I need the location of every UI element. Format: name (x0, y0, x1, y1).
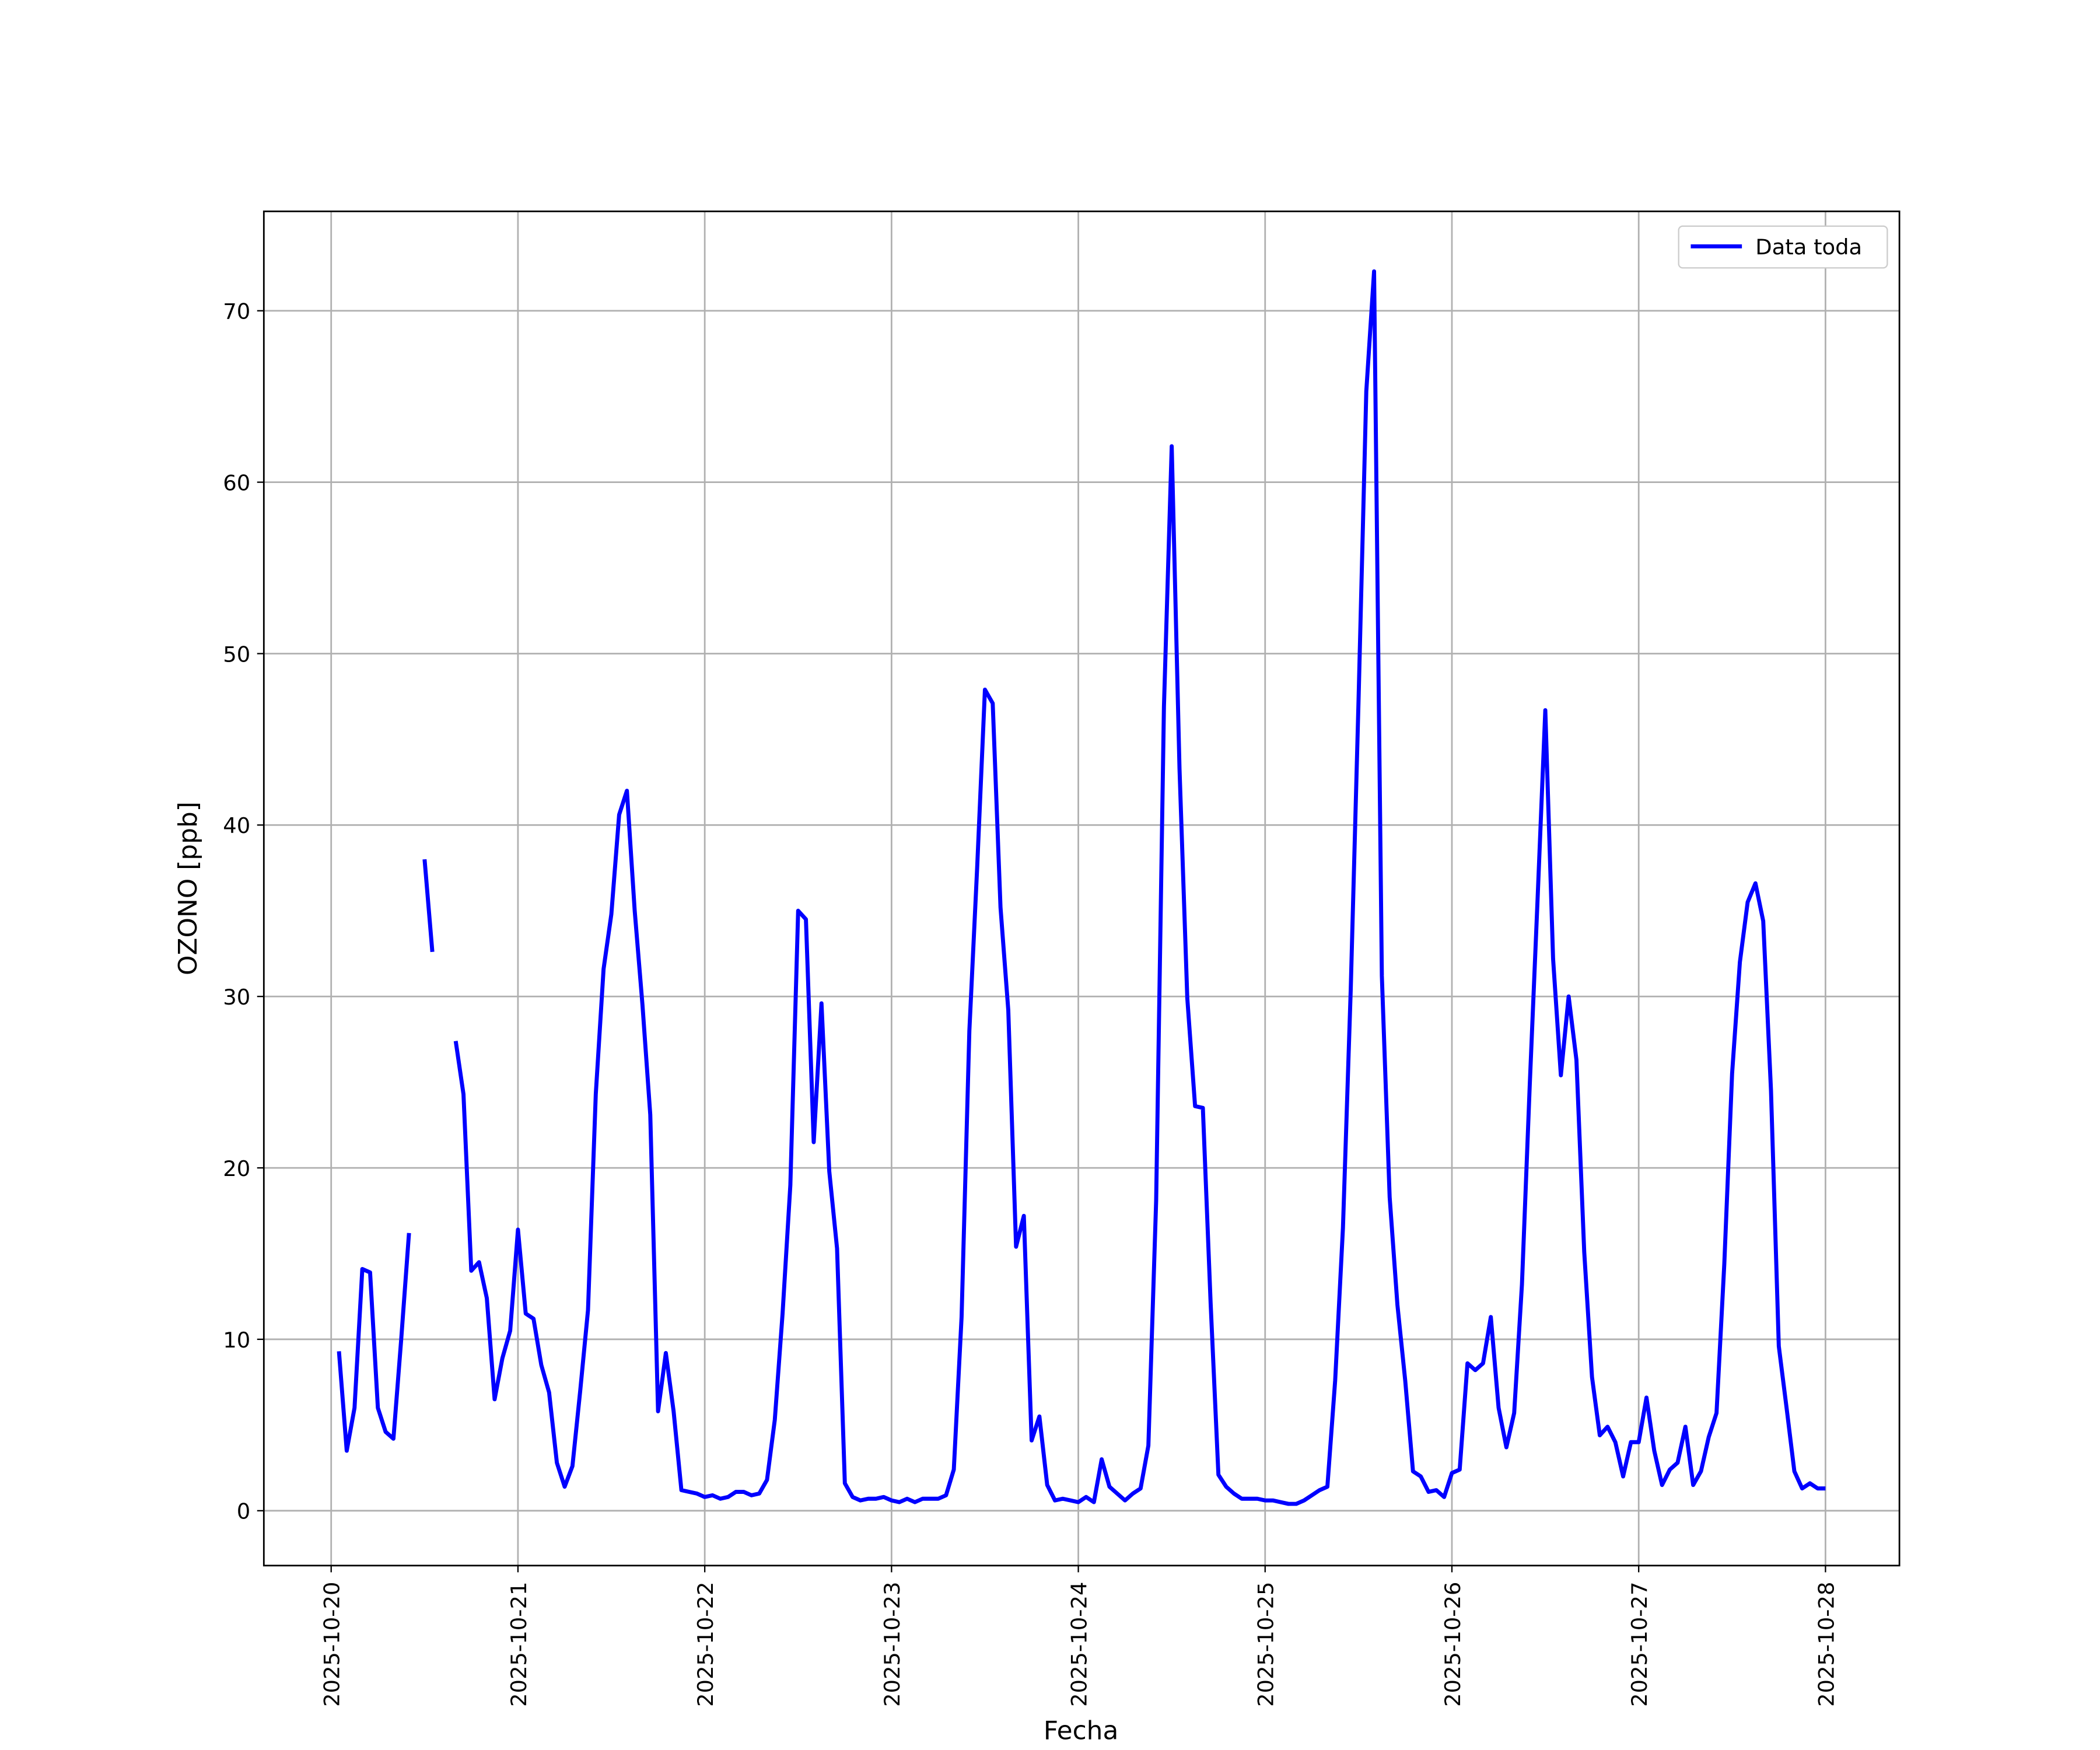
y-tick-label: 70 (223, 299, 250, 324)
x-tick-label: 2025-10-28 (1814, 1582, 1839, 1707)
y-tick-label: 50 (223, 642, 250, 667)
x-tick-label: 2025-10-27 (1627, 1582, 1652, 1707)
y-tick-label: 60 (223, 470, 250, 495)
x-tick-label: 2025-10-21 (506, 1582, 531, 1707)
x-tick-label: 2025-10-25 (1254, 1582, 1279, 1707)
y-tick-label: 20 (223, 1156, 250, 1181)
x-axis-label: Fecha (1044, 1716, 1119, 1746)
y-tick-label: 30 (223, 985, 250, 1010)
legend-label: Data toda (1755, 235, 1862, 260)
plot-frame (262, 210, 1901, 1567)
x-tick-label: 2025-10-22 (693, 1582, 718, 1707)
y-tick-label: 0 (237, 1499, 250, 1524)
data-line (337, 269, 1826, 1506)
x-tick-label: 2025-10-23 (880, 1582, 905, 1707)
legend-box (1678, 225, 1888, 269)
x-tick-label: 2025-10-20 (320, 1582, 345, 1707)
y-tick-label: 40 (223, 813, 250, 838)
x-tick-label: 2025-10-26 (1440, 1582, 1465, 1707)
y-axis-label: OZONO [ppb] (173, 802, 203, 975)
x-tick-label: 2025-10-24 (1066, 1582, 1091, 1707)
y-tick-label: 10 (223, 1328, 250, 1353)
